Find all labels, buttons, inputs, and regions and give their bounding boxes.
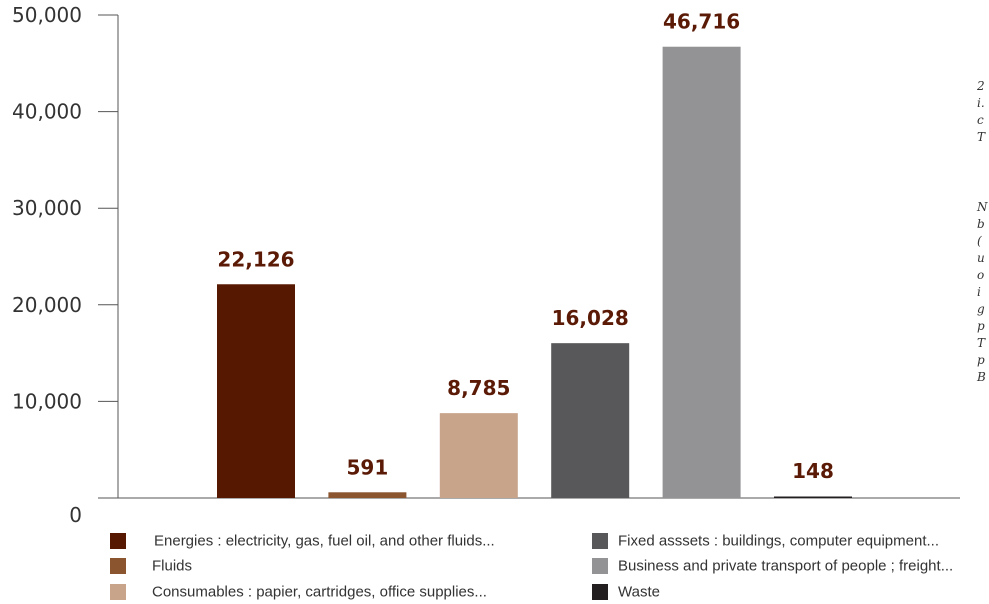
bar	[662, 46, 741, 498]
side-note-fragment: i	[977, 285, 981, 299]
bar-value-label: 22,126	[217, 247, 294, 271]
side-note-fragment: c	[977, 113, 984, 127]
side-note-fragment: B	[976, 370, 986, 384]
legend-swatch	[592, 533, 608, 549]
y-tick-label: 20,000	[12, 293, 82, 317]
legend-swatch	[592, 584, 608, 600]
legend-swatch	[110, 558, 126, 574]
bar	[774, 496, 852, 498]
y-axis-ticks: 0 10,000 20,000 30,000 40,000 50,000	[12, 3, 118, 527]
y-tick-label: 30,000	[12, 196, 82, 220]
legend-swatch	[110, 584, 126, 600]
bar-value-label: 8,785	[447, 376, 510, 400]
side-note-fragment: p	[977, 353, 985, 367]
side-note-fragment: o	[977, 268, 984, 282]
side-note-fragment: b	[977, 217, 985, 231]
side-note-fragment: (	[977, 234, 982, 248]
side-note-fragment: N	[976, 200, 988, 214]
side-note-fragment: T	[977, 336, 986, 350]
side-note-fragment: 2	[976, 79, 985, 93]
bars	[217, 46, 852, 498]
bar	[217, 284, 295, 498]
bar-value-label: 16,028	[552, 306, 629, 330]
legend-label: Waste	[618, 584, 660, 601]
legend-swatch	[110, 533, 126, 549]
y-tick-label: 50,000	[12, 3, 82, 27]
bar	[551, 343, 630, 498]
legend-label: Consumables : papier, cartridges, office…	[152, 584, 487, 601]
legend-label: Fixed asssets : buildings, computer equi…	[618, 533, 939, 550]
value-labels: 22,126 591 8,785 16,028 46,716 148	[217, 10, 833, 483]
bar	[439, 413, 518, 498]
legend: Energies : electricity, gas, fuel oil, a…	[110, 533, 953, 601]
side-note-fragment: i.	[977, 96, 985, 110]
legend-label: Fluids	[152, 558, 192, 575]
y-tick-label: 40,000	[12, 100, 82, 124]
bar	[328, 492, 407, 498]
legend-label: Energies : electricity, gas, fuel oil, a…	[154, 533, 495, 550]
side-note-fragment: g	[977, 302, 985, 316]
legend-label: Business and private transport of people…	[618, 558, 953, 575]
side-note-fragment: u	[977, 251, 985, 265]
side-note-fragment: T	[977, 130, 986, 144]
bar-value-label: 46,716	[663, 10, 740, 34]
legend-swatch	[592, 558, 608, 574]
bar-value-label: 148	[792, 459, 834, 483]
side-note-fragment: p	[977, 319, 985, 333]
bar-value-label: 591	[347, 455, 389, 479]
y-tick-label: 10,000	[12, 389, 82, 413]
y-tick-label: 0	[69, 503, 82, 527]
